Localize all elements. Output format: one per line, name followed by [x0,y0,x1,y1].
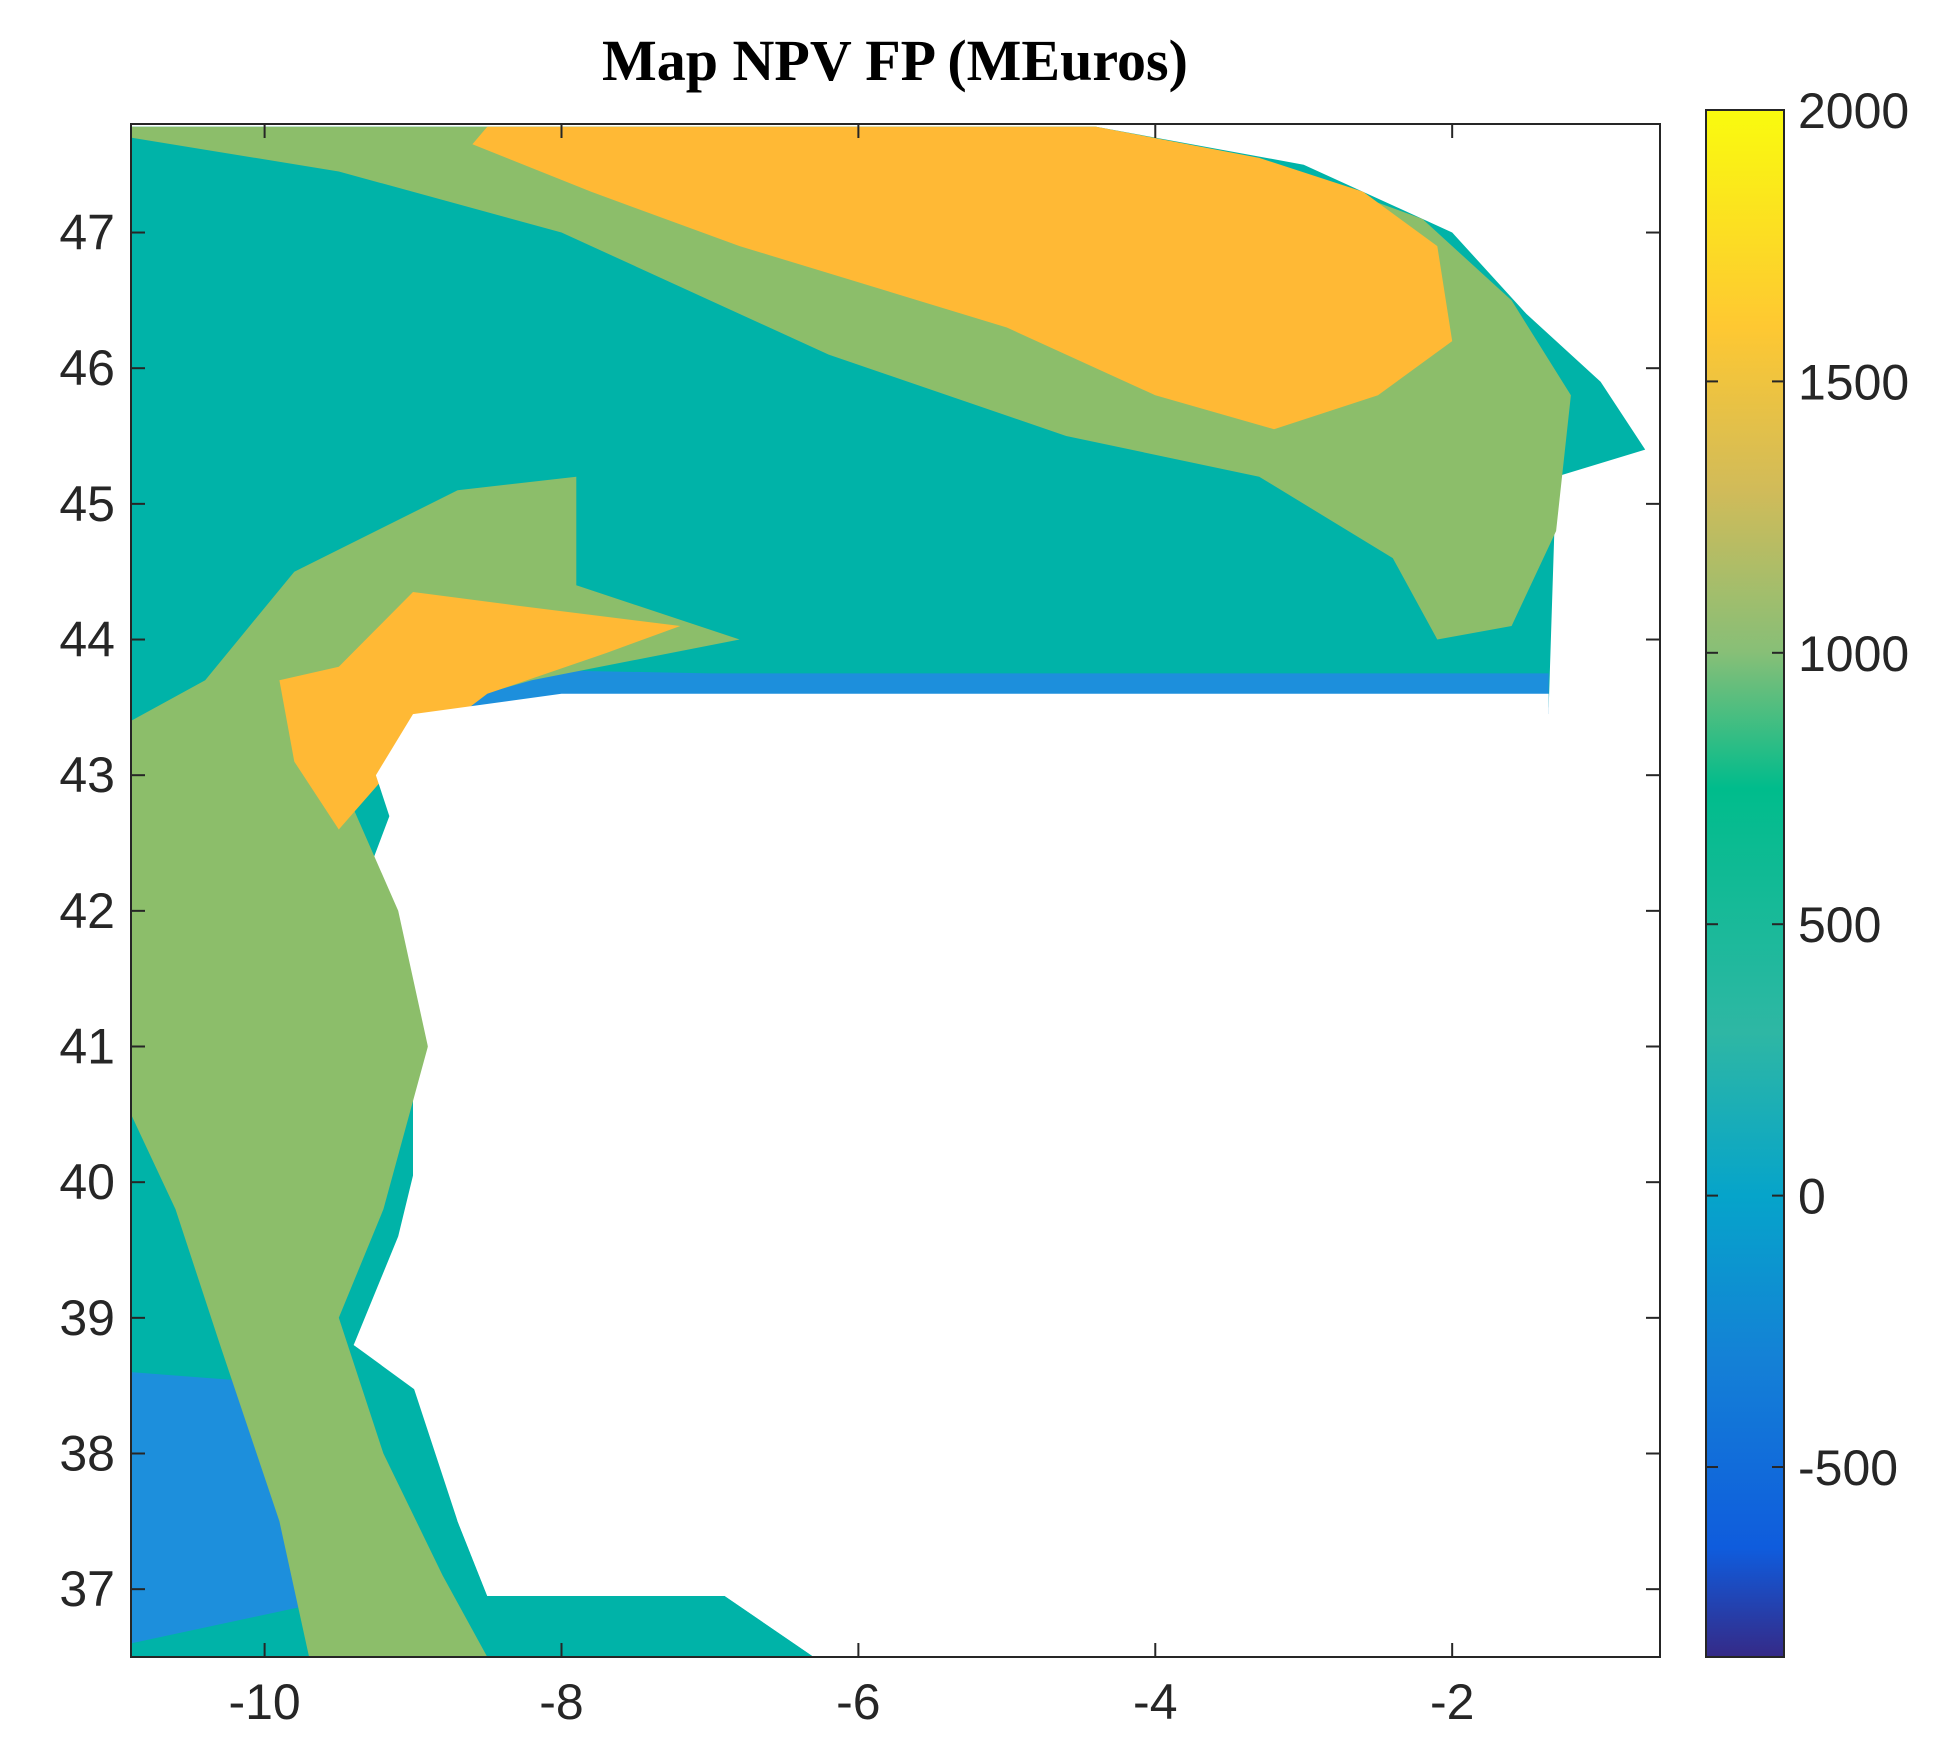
y-tick-label: 47 [59,205,115,261]
colorbar-tick-label: 0 [1798,1169,1826,1225]
colorbar-gradient [1705,109,1785,1658]
x-tick-label: -4 [1133,1674,1177,1730]
y-tick-label: 38 [59,1426,115,1482]
x-tick-label: -10 [228,1674,300,1730]
colorbar-tick-label: 1500 [1798,354,1909,410]
contour-region-4 [131,476,740,1657]
y-axis: 47 46 45 44 43 42 41 40 39 38 37 [59,205,1660,1617]
x-tick-label: -8 [539,1674,583,1730]
colorbar-tick-label: 2000 [1798,83,1909,139]
y-tick-label: 41 [59,1019,115,1075]
colorbar-ticks: 2000 1500 1000 500 0 -500 [1706,83,1909,1496]
plot-area [131,124,1660,1657]
y-tick-label: 45 [59,476,115,532]
plot-frame [130,123,1661,1658]
x-tick-label: -2 [1430,1674,1474,1730]
y-tick-label: 46 [59,340,115,396]
y-tick-label: 40 [59,1154,115,1210]
y-tick-label: 44 [59,612,115,668]
y-tick-label: 43 [59,747,115,803]
y-tick-label: 37 [59,1561,115,1617]
x-tick-label: -6 [836,1674,880,1730]
y-tick-label: 42 [59,883,115,939]
colorbar-tick-label: 1000 [1798,626,1909,682]
y-tick-label: 39 [59,1290,115,1346]
x-axis: -10 -8 -6 -4 -2 [228,124,1474,1730]
colorbar-tick-label: -500 [1798,1440,1898,1496]
colorbar: 2000 1500 1000 500 0 -500 [1705,83,1909,1658]
land-mask [353,693,1660,1657]
colorbar-tick-label: 500 [1798,897,1881,953]
contour-region-5 [472,126,1453,430]
chart-title: Map NPV FP (MEuros) [602,28,1188,93]
